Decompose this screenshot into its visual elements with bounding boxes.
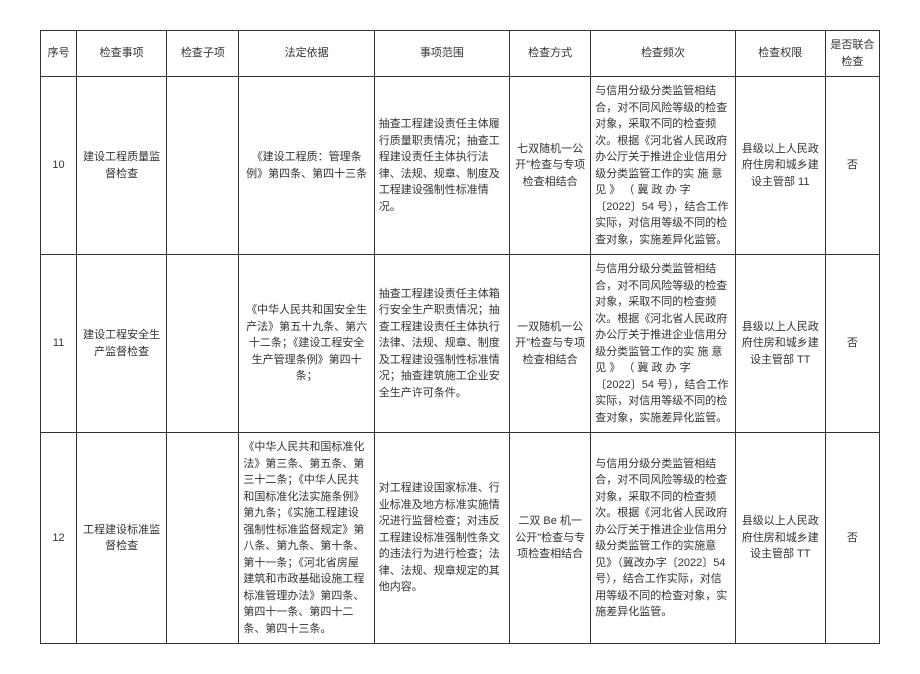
cell-freq: 与信用分级分类监管相结合，对不同风险等级的检查对象，采取不同的检查频次。根据《河… xyxy=(591,77,735,255)
header-sub: 检查子项 xyxy=(167,31,239,77)
cell-freq: 与信用分级分类监管相结合，对不同风险等级的检查对象，采取不同的检查频次。根据《河… xyxy=(591,255,735,433)
cell-basis: 《中华人民共和国标准化法》第三条、第五条、第三十二条；《中华人民共和国标准化法实… xyxy=(239,433,374,644)
table-row: 12 工程建设标准监督检查 《中华人民共和国标准化法》第三条、第五条、第三十二条… xyxy=(41,433,880,644)
cell-seq: 12 xyxy=(41,433,77,644)
cell-joint: 否 xyxy=(825,77,879,255)
cell-joint: 否 xyxy=(825,255,879,433)
header-basis: 法定依据 xyxy=(239,31,374,77)
table-row: 10 建设工程质量监督检查 《建设工程质：管理条例》第四条、第四十三条 抽查工程… xyxy=(41,77,880,255)
cell-auth: 县级以上人民政府住房和城乡建设主管部 11 xyxy=(735,77,825,255)
header-auth: 检查权限 xyxy=(735,31,825,77)
cell-freq: 与信用分级分类监管相结合，对不同风险等级的检查对象，采取不同的检查频次。根据《河… xyxy=(591,433,735,644)
cell-method: 七双随机一公开"检查与专项检查相结合 xyxy=(510,77,591,255)
inspection-table: 序号 检查事项 检查子项 法定依据 事项范围 检查方式 检查频次 检查权限 是否… xyxy=(40,30,880,644)
header-row: 序号 检查事项 检查子项 法定依据 事项范围 检查方式 检查频次 检查权限 是否… xyxy=(41,31,880,77)
table-row: 11 建设工程安全生产监督检查 《中华人民共和国安全生产法》第五十九条、第六十二… xyxy=(41,255,880,433)
cell-scope: 抽查工程建设责任主体履行质量职责情况；抽查工程建设责任主体执行法律、法规、规章、… xyxy=(374,77,509,255)
cell-sub xyxy=(167,77,239,255)
cell-method: 一双随机一公开"检查与专项检查相结合 xyxy=(510,255,591,433)
cell-seq: 11 xyxy=(41,255,77,433)
cell-item: 建设工程安全生产监督检查 xyxy=(77,255,167,433)
header-freq: 检查频次 xyxy=(591,31,735,77)
cell-basis: 《建设工程质：管理条例》第四条、第四十三条 xyxy=(239,77,374,255)
cell-sub xyxy=(167,433,239,644)
cell-item: 建设工程质量监督检查 xyxy=(77,77,167,255)
cell-joint: 否 xyxy=(825,433,879,644)
cell-sub xyxy=(167,255,239,433)
cell-auth: 县级以上人民政府住房和城乡建设主管部 TT xyxy=(735,255,825,433)
header-item: 检查事项 xyxy=(77,31,167,77)
cell-item: 工程建设标准监督检查 xyxy=(77,433,167,644)
cell-auth: 县级以上人民政府住房和城乡建设主管部 TT xyxy=(735,433,825,644)
cell-scope: 对工程建设国家标准、行业标准及地方标准实施情况进行监督检查；对违反工程建设标准强… xyxy=(374,433,509,644)
header-method: 检查方式 xyxy=(510,31,591,77)
header-scope: 事项范围 xyxy=(374,31,509,77)
header-seq: 序号 xyxy=(41,31,77,77)
table-body: 10 建设工程质量监督检查 《建设工程质：管理条例》第四条、第四十三条 抽查工程… xyxy=(41,77,880,644)
cell-scope: 抽查工程建设责任主体箱行安全生产职责情况；抽查工程建设责任主体执行法律、法规、规… xyxy=(374,255,509,433)
cell-method: 二双 Be 机一公开"检查与专项检查相结合 xyxy=(510,433,591,644)
cell-basis: 《中华人民共和国安全生产法》第五十九条、第六十二条；《建设工程安全生产管理条例》… xyxy=(239,255,374,433)
cell-seq: 10 xyxy=(41,77,77,255)
header-joint: 是否联合检查 xyxy=(825,31,879,77)
